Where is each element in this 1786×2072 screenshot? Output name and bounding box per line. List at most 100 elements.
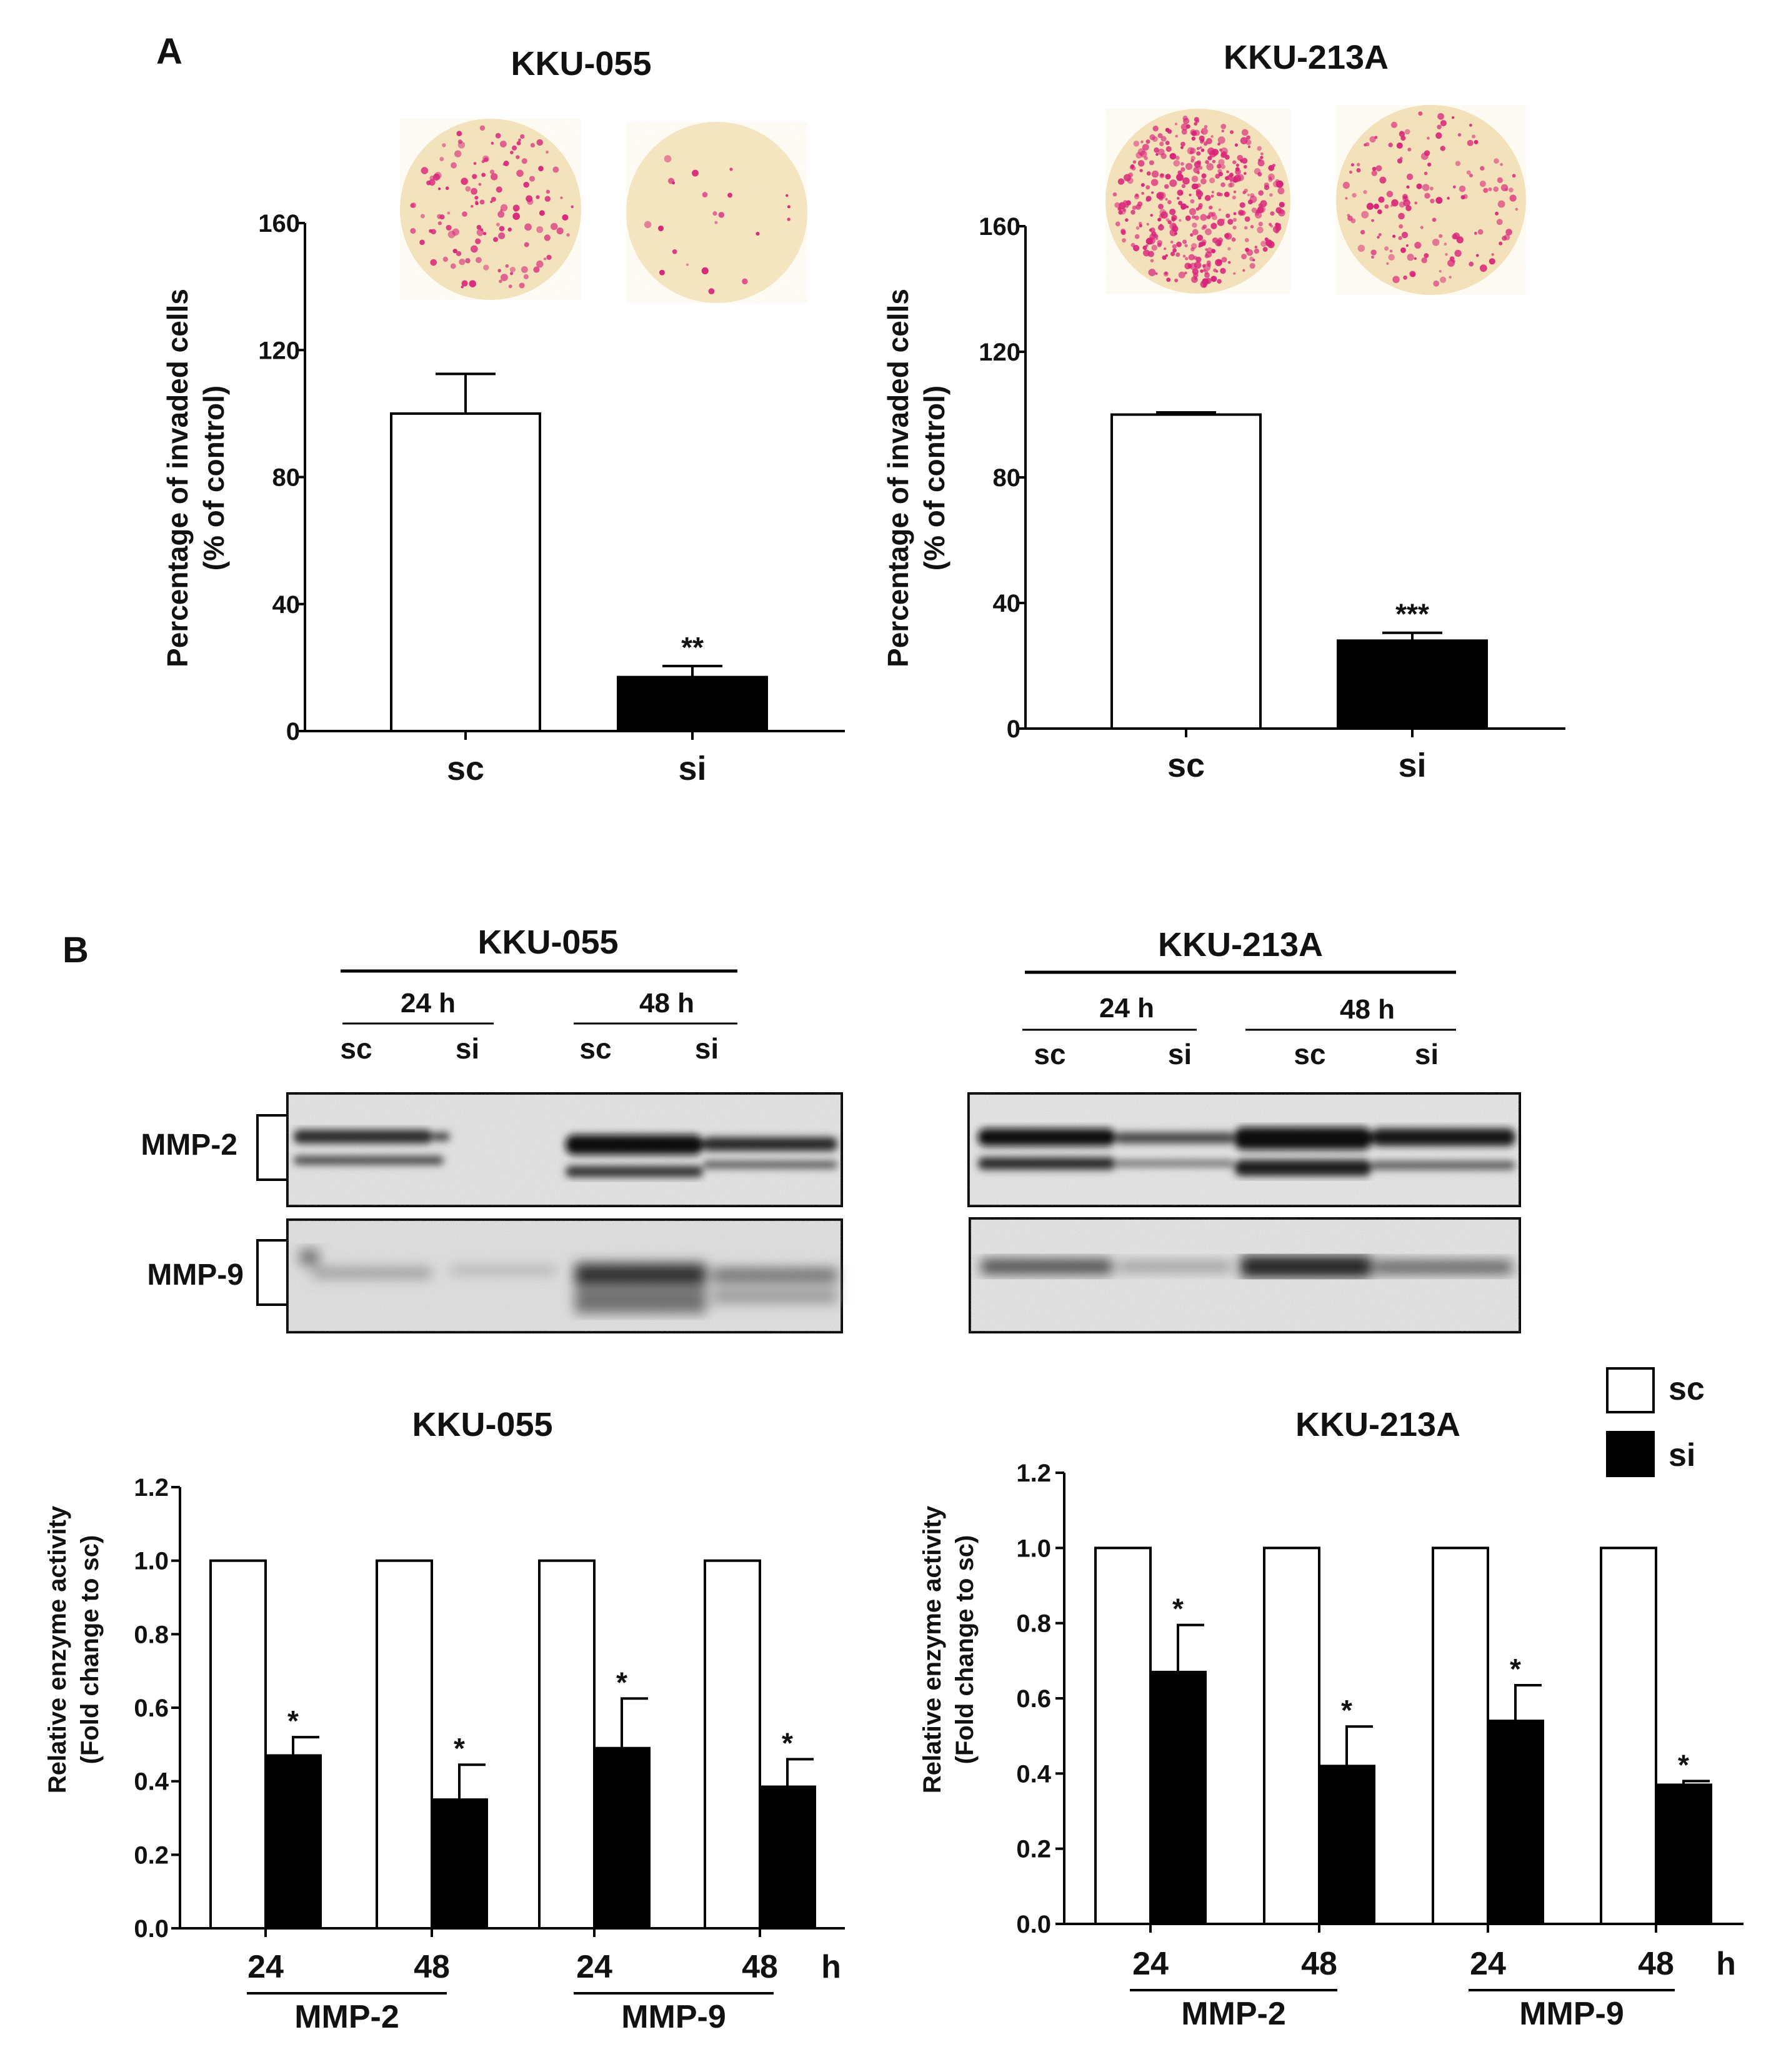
membrane-image-sc <box>400 119 581 300</box>
stained-cell-dot <box>1146 171 1151 176</box>
stained-cell-dot <box>1184 244 1188 247</box>
stained-cell-dot <box>1165 174 1171 180</box>
bar-si <box>1318 1765 1375 1926</box>
stained-cell-dot <box>1500 162 1504 166</box>
stained-cell-dot <box>1504 187 1509 191</box>
stained-cell-dot <box>1452 234 1458 240</box>
membrane-image-sc <box>1105 109 1290 294</box>
stained-cell-dot <box>475 238 481 244</box>
stained-cell-dot <box>1374 203 1379 209</box>
stained-cell-dot <box>1497 177 1503 183</box>
stained-cell-dot <box>1444 242 1447 246</box>
y-axis-label: Percentage of invaded cells (% of contro… <box>161 289 230 667</box>
blot-image-mmp9 <box>286 1218 843 1333</box>
stained-cell-dot <box>1124 204 1129 208</box>
stained-cell-dot <box>1488 187 1492 192</box>
stained-cell-dot <box>1177 197 1180 200</box>
blot-kku213a: KKU-213A 24 h 48 h sc si sc si <box>967 926 1521 1333</box>
stained-cell-dot <box>1246 249 1254 256</box>
stained-cell-dot <box>1275 224 1282 231</box>
stained-cell-dot <box>1175 252 1180 257</box>
stained-cell-dot <box>1181 129 1187 135</box>
stained-cell-dot <box>1437 112 1444 120</box>
stained-cell-dot <box>420 214 425 219</box>
stained-cell-dot <box>472 174 477 179</box>
stained-cell-dot <box>495 132 501 139</box>
y-tick-label: 0.6 <box>1016 1685 1051 1713</box>
stained-cell-dot <box>1437 124 1442 129</box>
bar-si <box>593 1746 651 1930</box>
row-label-mmp2: MMP-2 <box>141 1128 237 1162</box>
stained-cell-dot <box>1218 159 1225 166</box>
stained-cell-dot <box>1159 141 1164 146</box>
y-axis-label-line1: Percentage of invaded cells <box>882 289 914 667</box>
stained-cell-dot <box>1149 228 1152 232</box>
bar-si <box>431 1798 488 1930</box>
stained-cell-dot <box>469 280 477 287</box>
stained-cell-dot <box>1262 247 1268 252</box>
stained-cell-dot <box>430 259 437 266</box>
y-tick-label: 1.2 <box>1016 1460 1051 1487</box>
stained-cell-dot <box>536 260 544 268</box>
stained-cell-dot <box>1175 156 1180 161</box>
blot-image-mmp2 <box>967 1092 1521 1207</box>
stained-cell-dot <box>1258 190 1264 196</box>
stained-cell-dot <box>1172 244 1177 249</box>
stained-cell-dot <box>787 217 791 221</box>
stained-cell-dot <box>1141 192 1144 195</box>
stained-cell-dot <box>521 158 527 164</box>
stained-cell-dot <box>1184 257 1189 261</box>
stained-cell-dot <box>1205 277 1212 284</box>
stained-cell-dot <box>1196 183 1201 188</box>
stained-cell-dot <box>483 264 489 271</box>
stained-cell-dot <box>718 212 725 218</box>
stained-cell-dot <box>1172 226 1179 232</box>
stained-cell-dot <box>1118 210 1123 215</box>
stained-cell-dot <box>1160 211 1168 219</box>
stained-cell-dot <box>1204 272 1210 278</box>
stained-cell-dot <box>1399 156 1403 160</box>
stained-cell-dot <box>1205 137 1212 144</box>
stained-cell-dot <box>550 222 558 231</box>
stained-cell-dot <box>1180 146 1184 149</box>
stained-cell-dot <box>1479 181 1486 187</box>
stained-cell-dot <box>1497 200 1505 208</box>
stained-cell-dot <box>508 284 512 289</box>
bar <box>1337 639 1488 730</box>
stained-cell-dot <box>500 204 508 212</box>
blot-title: KKU-213A <box>1158 926 1323 964</box>
stained-cell-dot <box>708 288 715 295</box>
stained-cell-dot <box>1212 159 1216 164</box>
stained-cell-dot <box>546 189 551 194</box>
stained-cell-dot <box>1112 192 1117 197</box>
stained-cell-dot <box>1227 247 1231 251</box>
stained-cell-dot <box>667 177 675 184</box>
stained-cell-dot <box>1200 269 1204 273</box>
stained-cell-dot <box>1378 196 1385 203</box>
stained-cell-dot <box>1203 269 1206 272</box>
stained-cell-dot <box>1257 226 1264 234</box>
stained-cell-dot <box>1190 199 1195 204</box>
stained-cell-dot <box>411 202 417 208</box>
stained-cell-dot <box>1452 259 1455 263</box>
stained-cell-dot <box>1174 278 1179 282</box>
stained-cell-dot <box>1398 236 1402 241</box>
stained-cell-dot <box>543 257 547 261</box>
stained-cell-dot <box>1194 261 1202 269</box>
stained-cell-dot <box>727 192 733 198</box>
stained-cell-dot <box>1403 275 1408 280</box>
stained-cell-dot <box>712 211 717 216</box>
x-tick-label: si <box>1398 747 1426 784</box>
stained-cell-dot <box>474 196 479 200</box>
stained-cell-dot <box>1369 136 1376 143</box>
stained-cell-dot <box>1430 198 1435 204</box>
stained-cell-dot <box>1194 161 1201 168</box>
stained-cell-dot <box>1241 129 1249 136</box>
group-label: MMP-2 <box>294 1999 399 2035</box>
stained-cell-dot <box>526 195 533 202</box>
stained-cell-dot <box>1235 163 1240 167</box>
stained-cell-dot <box>1342 181 1350 189</box>
y-tick-label: 120 <box>979 339 1020 366</box>
x-tick-label: si <box>678 750 706 787</box>
stained-cell-dot <box>514 209 517 212</box>
